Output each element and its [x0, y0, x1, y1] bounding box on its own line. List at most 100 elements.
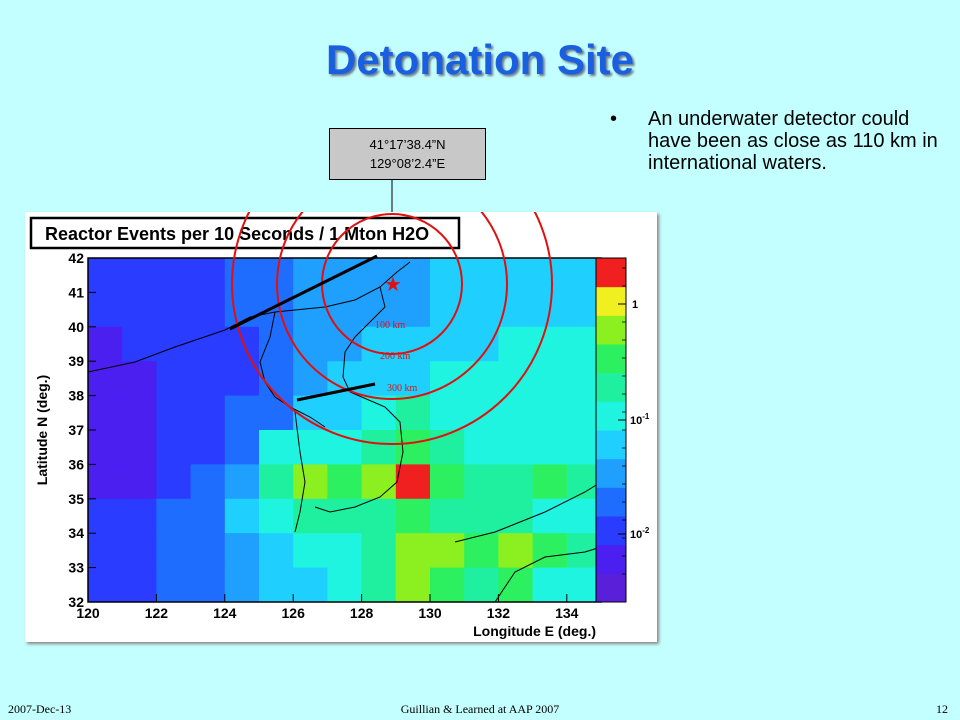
heatmap-cell — [395, 361, 431, 397]
heatmap-cell — [190, 361, 226, 397]
heatmap-cell — [293, 361, 328, 397]
heatmap-cell — [430, 292, 465, 328]
heatmap-cell — [259, 567, 294, 603]
colorbar-swatch — [596, 372, 626, 402]
heatmap-cell — [224, 464, 260, 500]
detonation-site-marker: ★ — [384, 274, 402, 296]
heatmap-cell — [88, 258, 123, 293]
y-tick-label: 42 — [68, 250, 84, 266]
colorbar-tick-label: 1 — [632, 299, 638, 311]
heatmap-cell — [224, 395, 260, 431]
heatmap-cell — [88, 498, 123, 534]
colorbar-swatch — [596, 286, 626, 316]
heatmap-cell — [532, 361, 568, 397]
heatmap-cell — [361, 464, 397, 500]
colorbar-swatch — [596, 516, 626, 546]
heatmap-cell — [395, 326, 431, 362]
slide-title: Detonation Site — [325, 36, 634, 83]
heatmap-cell — [224, 498, 260, 534]
heatmap-cell — [293, 567, 328, 603]
heatmap-cell — [190, 533, 226, 569]
heatmap-cell — [430, 326, 465, 362]
x-tick-label: 120 — [76, 605, 100, 621]
y-tick-label: 39 — [68, 353, 84, 369]
y-tick-label: 38 — [68, 388, 84, 404]
heatmap-cell — [498, 464, 534, 500]
distance-line-north — [229, 254, 378, 331]
heatmap-cell — [156, 533, 192, 569]
heatmap-cell — [395, 533, 431, 569]
heatmap-cell — [156, 395, 192, 431]
latitude-label: 41°17’38.4”N — [369, 137, 446, 152]
heatmap-cell — [156, 464, 192, 500]
heatmap-cell — [259, 395, 294, 431]
heatmap-cell — [532, 498, 568, 534]
heatmap-cell — [395, 567, 431, 603]
heatmap-cell — [122, 292, 157, 328]
colorbar-swatch — [596, 344, 626, 374]
heatmap-cell — [395, 395, 431, 431]
heatmap-chart: Reactor Events per 10 Seconds / 1 Mton H… — [29, 123, 650, 639]
heatmap-cell — [224, 258, 260, 293]
distance-line-south — [296, 382, 376, 402]
heatmap-cell — [464, 361, 499, 397]
heatmap-cell — [327, 464, 363, 500]
heatmap-cell — [122, 430, 157, 465]
chart-panel: Reactor Events per 10 Seconds / 1 Mton H… — [25, 123, 657, 642]
heatmap-cell — [361, 292, 397, 328]
heatmap-cell — [88, 464, 123, 500]
heatmap-cell — [156, 361, 192, 397]
heatmap-cell — [498, 533, 534, 569]
heatmap-cell — [156, 258, 192, 293]
heatmap-cell — [156, 292, 192, 328]
colorbar-swatch — [596, 315, 626, 345]
x-tick-label: 134 — [555, 605, 579, 621]
heatmap-cell — [88, 292, 123, 328]
heatmap-cell — [361, 430, 397, 465]
heatmap-cell — [122, 498, 157, 534]
coordinates-callout: 41°17’38.4”N 129°08’2.4”E — [329, 128, 486, 180]
heatmap-cell — [532, 430, 568, 465]
heatmap-cell — [190, 430, 226, 465]
x-tick-label: 126 — [282, 605, 306, 621]
y-axis-label: Latitude N (deg.) — [34, 375, 50, 485]
heatmap-cell — [224, 361, 260, 397]
heatmap-cell — [190, 395, 226, 431]
heatmap-cell — [259, 430, 294, 465]
heatmap-cell — [190, 292, 226, 328]
heatmap-cell — [190, 464, 226, 500]
heatmap-cell — [532, 395, 568, 431]
heatmap-cell — [361, 533, 397, 569]
colorbar-swatch — [596, 430, 626, 460]
heatmap-cell — [464, 567, 499, 603]
heatmap-cell — [395, 292, 431, 328]
heatmap-cell — [498, 258, 534, 293]
heatmap-cell — [88, 533, 123, 569]
heatmap-cell — [156, 430, 192, 465]
heatmap-cell — [498, 430, 534, 465]
heatmap-cell — [430, 533, 465, 569]
heatmap-cell — [88, 326, 123, 362]
heatmap-cell — [395, 498, 431, 534]
range-label-100km: 100 km — [375, 320, 406, 331]
footer-date: 2007-Dec-13 — [8, 702, 72, 716]
heatmap-cell — [464, 533, 499, 569]
x-tick-label: 122 — [145, 605, 169, 621]
heatmap-cell — [430, 498, 465, 534]
y-tick-label: 41 — [68, 284, 84, 300]
coastline — [294, 411, 306, 533]
heatmap-cell — [156, 326, 192, 362]
colorbar-swatch — [596, 401, 626, 431]
heatmap-cell — [532, 567, 568, 603]
coastline — [454, 481, 602, 543]
y-tick-label: 37 — [68, 422, 84, 438]
heatmap-cell — [224, 533, 260, 569]
heatmap-cell — [156, 498, 192, 534]
heatmap-cell — [122, 395, 157, 431]
heatmap-cell — [122, 258, 157, 293]
heatmap-cell — [464, 464, 499, 500]
heatmap-cell — [532, 464, 568, 500]
heatmap-cell — [327, 395, 363, 431]
heatmap-cell — [190, 498, 226, 534]
y-tick-label: 34 — [68, 525, 84, 541]
